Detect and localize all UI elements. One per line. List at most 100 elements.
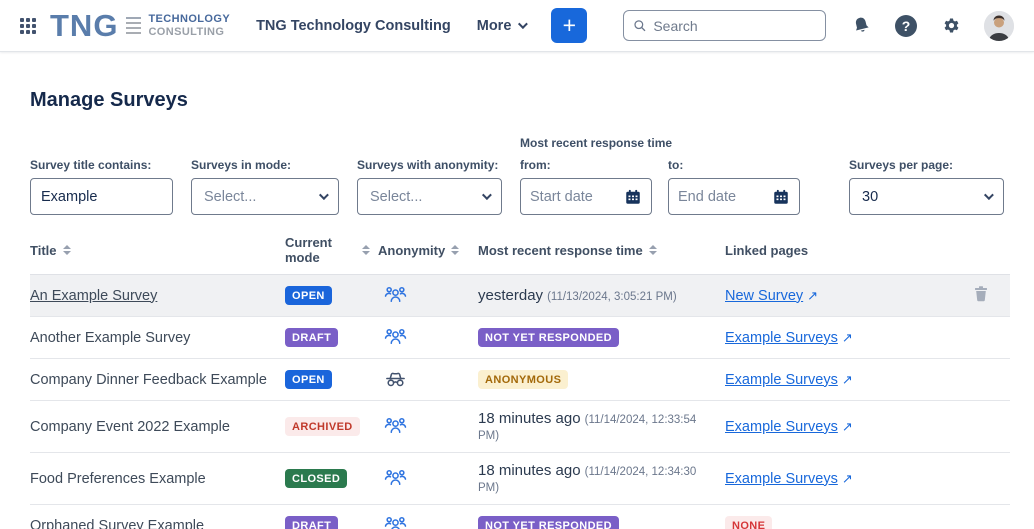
survey-title-link[interactable]: Food Preferences Example — [30, 470, 206, 487]
header-linked-pages: Linked pages — [725, 242, 809, 258]
no-linked-pages-badge: NONE — [725, 516, 773, 529]
end-date-input[interactable]: End date — [668, 178, 800, 215]
title-contains-input[interactable] — [30, 178, 173, 215]
to-label: to: — [668, 158, 684, 172]
external-link-icon: ↗ — [841, 418, 853, 434]
filter-response-time: Most recent response time from: Start da… — [520, 136, 800, 215]
anonymity-select[interactable]: Select... — [357, 178, 502, 215]
notifications-bell-icon[interactable] — [849, 14, 873, 38]
chevron-down-icon — [318, 190, 329, 201]
time-absolute: (11/14/2024, 12:33:54 PM) — [478, 414, 697, 442]
from-label: from: — [520, 158, 551, 172]
chevron-down-icon — [518, 19, 529, 30]
title-contains-label: Survey title contains: — [30, 158, 152, 172]
calendar-icon[interactable] — [772, 188, 790, 206]
mode-badge: DRAFT — [285, 328, 339, 347]
filter-from: from: Start date — [520, 158, 652, 215]
time-absolute: (11/14/2024, 12:34:30 PM) — [478, 466, 697, 494]
anonymous-incognito-icon — [386, 372, 405, 387]
external-link-icon: ↗ — [841, 371, 853, 387]
time-relative: yesterday — [478, 287, 544, 304]
filter-bar: Survey title contains: Surveys in mode: … — [30, 136, 1004, 215]
group-anonymity-icon — [384, 516, 407, 529]
per-page-label: Surveys per page: — [849, 158, 954, 172]
chevron-down-icon — [481, 190, 492, 201]
user-avatar[interactable] — [984, 10, 1014, 41]
time-absolute: (11/13/2024, 3:05:21 PM) — [547, 291, 677, 303]
filter-to: to: End date — [668, 158, 800, 215]
table-row: Orphaned Survey Example DRAFT NOT — [30, 504, 1010, 529]
search-icon — [634, 20, 646, 32]
search-input[interactable] — [653, 17, 816, 34]
settings-gear-icon[interactable] — [939, 14, 963, 38]
table-row: Another Example Survey DRAFT NOT Y — [30, 316, 1010, 359]
create-button[interactable]: + — [551, 8, 588, 43]
survey-title-link[interactable]: Another Example Survey — [30, 329, 191, 346]
search-box[interactable] — [623, 10, 826, 41]
time-relative: 18 minutes ago — [478, 410, 581, 427]
survey-title-link[interactable]: Orphaned Survey Example — [30, 517, 205, 529]
trash-icon — [975, 286, 987, 302]
table-row: An Example Survey OPEN yesterday (11/13/… — [30, 274, 1010, 317]
per-page-select[interactable]: 30 — [849, 178, 1004, 215]
external-link-icon: ↗ — [841, 470, 853, 486]
sort-icon — [451, 245, 460, 255]
mode-badge: OPEN — [285, 286, 332, 305]
group-anonymity-icon — [384, 417, 407, 434]
external-link-icon: ↗ — [841, 329, 853, 345]
linked-page-link[interactable]: Example Surveys ↗ — [725, 329, 853, 346]
response-status-badge: NOT YET RESPONDED — [478, 516, 620, 529]
sort-icon — [362, 245, 370, 255]
start-date-input[interactable]: Start date — [520, 178, 652, 215]
surveys-table: Title Current mode Anonymity Most recent… — [30, 231, 1010, 529]
linked-page-link[interactable]: Example Surveys ↗ — [725, 418, 853, 435]
group-anonymity-icon — [384, 328, 407, 345]
response-status-badge: ANONYMOUS — [478, 370, 569, 389]
linked-page-link[interactable]: New Survey ↗ — [725, 287, 819, 304]
mode-badge: ARCHIVED — [285, 417, 360, 436]
survey-title-link[interactable]: Company Dinner Feedback Example — [30, 371, 267, 388]
mode-label: Surveys in mode: — [191, 158, 292, 172]
delete-survey-button[interactable] — [973, 285, 989, 305]
mode-select[interactable]: Select... — [191, 178, 339, 215]
linked-page-link[interactable]: Example Surveys ↗ — [725, 371, 853, 388]
help-icon[interactable]: ? — [894, 14, 918, 38]
calendar-icon[interactable] — [624, 188, 642, 206]
filter-per-page: Surveys per page: 30 — [849, 158, 1004, 215]
header-anonymity[interactable]: Anonymity — [378, 231, 478, 275]
header-response-time[interactable]: Most recent response time — [478, 231, 725, 275]
app-launcher-icon[interactable] — [20, 17, 36, 34]
chevron-down-icon — [983, 190, 994, 201]
filter-anonymity: Surveys with anonymity: Select... — [357, 158, 502, 215]
sort-icon — [648, 245, 657, 255]
mode-badge: DRAFT — [285, 516, 339, 529]
anonymity-label: Surveys with anonymity: — [357, 158, 499, 172]
table-row: Food Preferences Example CLOSED 18 minut… — [30, 452, 1010, 505]
group-anonymity-icon — [384, 469, 407, 486]
mode-badge: OPEN — [285, 370, 332, 389]
survey-title-link[interactable]: An Example Survey — [30, 287, 158, 304]
logo-tng-text: TNG — [50, 8, 119, 43]
sort-icon — [62, 245, 71, 255]
group-anonymity-icon — [384, 286, 407, 303]
header-current-mode[interactable]: Current mode — [285, 231, 378, 275]
tng-logo[interactable]: TNG TECHNOLOGY CONSULTING — [50, 10, 230, 41]
survey-title-link[interactable]: Company Event 2022 Example — [30, 418, 230, 435]
external-link-icon: ↗ — [807, 287, 819, 303]
response-time-group-label: Most recent response time — [520, 136, 673, 150]
filter-title-contains: Survey title contains: — [30, 158, 173, 215]
nav-more-menu[interactable]: More — [477, 18, 529, 34]
time-relative: 18 minutes ago — [478, 462, 581, 479]
filter-mode: Surveys in mode: Select... — [191, 158, 339, 215]
logo-technology-text: TECHNOLOGY — [148, 12, 231, 25]
header-title[interactable]: Title — [30, 231, 285, 275]
page-title: Manage Surveys — [30, 89, 188, 111]
logo-consulting-text: CONSULTING — [148, 25, 225, 38]
nav-item-space[interactable]: TNG Technology Consulting — [256, 17, 451, 34]
linked-page-link[interactable]: Example Surveys ↗ — [725, 470, 853, 487]
mode-badge: CLOSED — [285, 469, 348, 488]
table-row: Company Dinner Feedback Example OPEN — [30, 358, 1010, 401]
table-row: Company Event 2022 Example ARCHIVED 18 m… — [30, 400, 1010, 453]
top-navbar: TNG TECHNOLOGY CONSULTING TNG Technology… — [0, 0, 1034, 52]
logo-lines-icon — [126, 16, 142, 35]
